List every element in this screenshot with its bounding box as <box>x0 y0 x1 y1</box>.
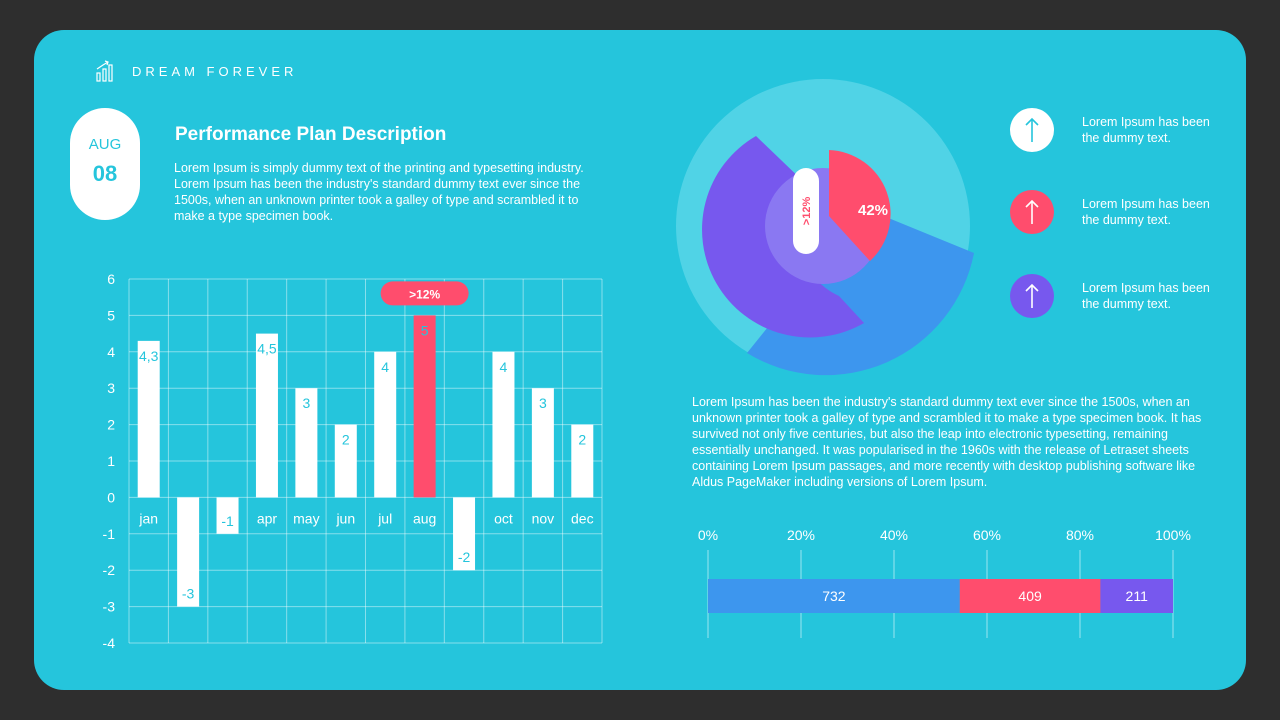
data-label: -1 <box>221 513 234 529</box>
data-label: 4,5 <box>257 341 277 357</box>
x-tick-label: 80% <box>1066 527 1094 543</box>
y-tick-label: -2 <box>103 562 116 578</box>
bar-jul <box>374 351 397 498</box>
data-label: 3 <box>302 395 310 411</box>
data-label: 4 <box>381 359 389 375</box>
legend-item: Lorem Ipsum has been the dummy text. <box>1010 274 1222 318</box>
highlight-badge <box>380 281 469 306</box>
arrow-up-icon <box>1025 117 1039 142</box>
category-label: oct <box>494 510 513 526</box>
data-label: 4 <box>500 359 508 375</box>
radial-chart: 42% >12% <box>676 79 974 376</box>
segment-label: 211 <box>1126 588 1149 604</box>
data-label: 4,3 <box>139 348 159 364</box>
y-tick-label: 4 <box>107 344 115 360</box>
y-tick-label: -1 <box>103 526 116 542</box>
highlight-slice <box>829 150 891 261</box>
x-tick-label: 100% <box>1155 527 1191 543</box>
bar-oct <box>492 351 515 498</box>
data-label: 2 <box>578 432 586 448</box>
arrow-up-icon <box>1025 283 1039 308</box>
category-label: dec <box>571 510 594 526</box>
y-tick-label: 1 <box>107 453 115 469</box>
chart-grid <box>128 278 603 644</box>
stacked-bar-chart: 0% 20% 40% 60% 80% 100% 732 409 211 <box>698 527 1191 638</box>
y-tick-label: 0 <box>107 489 115 505</box>
growth-chart-icon <box>96 60 113 82</box>
x-tick-label: 20% <box>787 527 815 543</box>
category-label: apr <box>257 510 278 526</box>
legend-badge <box>1010 274 1054 318</box>
y-tick-label: 6 <box>107 271 115 287</box>
bar-feb <box>177 497 200 607</box>
segment-label: 732 <box>822 588 846 604</box>
segment-label: 409 <box>1018 588 1042 604</box>
category-label: jun <box>335 510 355 526</box>
arrow-up-icon <box>1025 199 1039 224</box>
y-tick-label: 2 <box>107 417 115 433</box>
section-description: Lorem Ipsum is simply dummy text of the … <box>174 161 584 223</box>
bar-mar <box>216 497 239 534</box>
category-label: aug <box>413 510 436 526</box>
bar-aug <box>413 315 436 498</box>
bar-jan <box>137 340 160 498</box>
legend-text: Lorem Ipsum has been the dummy text. <box>1082 197 1210 227</box>
stacked-segment <box>1100 579 1173 613</box>
y-tick-label: 5 <box>107 307 115 323</box>
date-month: AUG <box>88 136 122 153</box>
y-tick-label: -4 <box>103 635 116 651</box>
legend-badge <box>1010 108 1054 152</box>
category-label: jan <box>138 510 158 526</box>
section-title: Performance Plan Description <box>175 124 447 145</box>
data-label: 2 <box>342 432 350 448</box>
legend-item: Lorem Ipsum has been the dummy text. <box>1010 108 1222 152</box>
bar-jun <box>334 424 357 498</box>
x-tick-label: 60% <box>973 527 1001 543</box>
percent-pill-label: >12% <box>801 197 813 226</box>
legend-text: Lorem Ipsum has been the dummy text. <box>1082 115 1210 145</box>
data-label: -2 <box>458 549 471 565</box>
data-label: 5 <box>421 322 429 338</box>
y-tick-label: -3 <box>103 599 116 615</box>
monthly-bar-chart: 6 5 4 3 2 1 0 -1 -2 -3 -4 4,3 jan -3 -1 4,5 apr 3 may 2 jun 4… <box>103 271 603 651</box>
category-label: may <box>293 510 319 526</box>
legend-badge <box>1010 190 1054 234</box>
right-description: Lorem Ipsum has been the industry's stan… <box>692 395 1202 489</box>
slide: DREAM FOREVER AUG 08 Performance Plan De… <box>34 30 1246 690</box>
bar-nov <box>531 388 554 498</box>
percent-pill <box>793 168 819 254</box>
bar-sep <box>453 497 476 571</box>
stacked-segment <box>959 579 1101 613</box>
data-label: -3 <box>182 586 195 602</box>
category-label: jul <box>377 510 392 526</box>
date-day: 08 <box>92 161 118 186</box>
x-tick-label: 40% <box>880 527 908 543</box>
center-value-label: 42% <box>858 202 888 219</box>
category-label: nov <box>532 510 555 526</box>
x-tick-label: 0% <box>698 527 718 543</box>
highlight-badge-label: >12% <box>409 287 440 301</box>
legend-item: Lorem Ipsum has been the dummy text. <box>1010 190 1222 234</box>
brand: DREAM FOREVER <box>96 60 297 82</box>
y-tick-label: 3 <box>107 380 115 396</box>
brand-name: DREAM FOREVER <box>132 63 298 79</box>
bar-dec <box>571 424 594 498</box>
data-label: 3 <box>539 395 547 411</box>
stacked-segment <box>708 579 960 613</box>
bar-apr <box>255 333 278 498</box>
date-badge: AUG 08 <box>70 108 140 220</box>
legend-text: Lorem Ipsum has been the dummy text. <box>1082 281 1210 311</box>
bar-may <box>295 388 318 498</box>
